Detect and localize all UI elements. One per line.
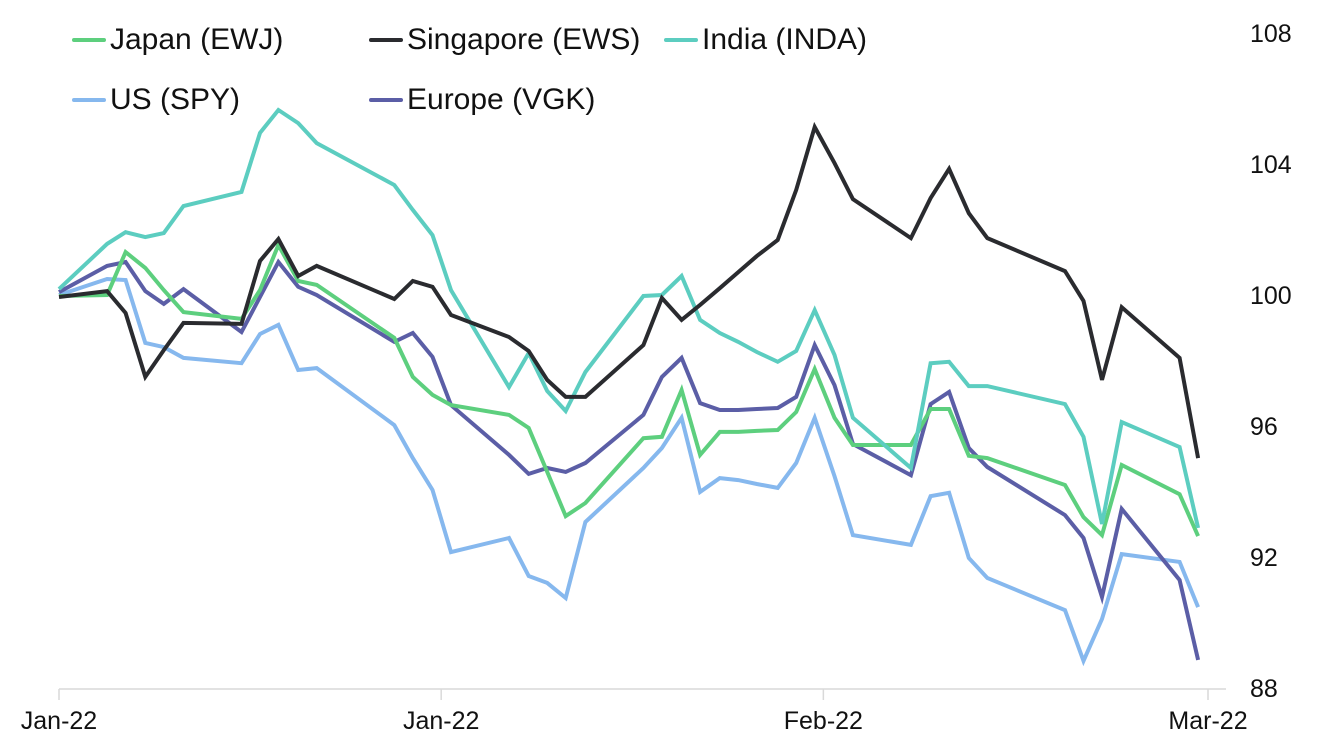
y-tick-label: 104 xyxy=(1250,151,1292,179)
series-line-singapore xyxy=(58,121,1201,459)
y-tick-label: 88 xyxy=(1250,675,1278,703)
legend-swatch-us xyxy=(72,98,106,102)
series-lines xyxy=(57,107,1201,667)
y-tick-label: 100 xyxy=(1250,282,1292,310)
legend-label-japan: Japan (EWJ) xyxy=(110,23,284,56)
x-tick-label: Jan-22 xyxy=(20,707,98,735)
y-tick-label: 108 xyxy=(1250,20,1292,48)
legend-swatch-europe xyxy=(369,98,403,102)
series-line-us xyxy=(58,276,1200,667)
legend-label-singapore: Singapore (EWS) xyxy=(407,23,641,56)
legend-item-europe: Europe (VGK) xyxy=(369,80,595,120)
x-tick-label: Feb-22 xyxy=(783,707,863,735)
legend: Japan (EWJ) Singapore (EWS) India (INDA)… xyxy=(72,20,972,130)
legend-item-singapore: Singapore (EWS) xyxy=(369,20,640,60)
series-line-india xyxy=(57,107,1201,529)
x-tick-label: Mar-22 xyxy=(1168,707,1248,735)
series-line-europe xyxy=(58,258,1201,661)
y-tick-label: 96 xyxy=(1250,413,1278,441)
x-axis xyxy=(58,688,1226,700)
legend-item-japan: Japan (EWJ) xyxy=(72,20,283,60)
legend-label-india: India (INDA) xyxy=(702,23,868,56)
legend-label-europe: Europe (VGK) xyxy=(407,83,596,116)
series-line-japan xyxy=(58,240,1200,539)
x-tick-label: Jan-22 xyxy=(402,707,480,735)
legend-item-india: India (INDA) xyxy=(664,20,867,60)
legend-swatch-india xyxy=(664,38,698,42)
legend-label-us: US (SPY) xyxy=(110,83,241,116)
legend-swatch-singapore xyxy=(369,38,403,42)
legend-item-us: US (SPY) xyxy=(72,80,240,120)
legend-swatch-japan xyxy=(72,38,106,42)
y-tick-label: 92 xyxy=(1250,544,1278,572)
